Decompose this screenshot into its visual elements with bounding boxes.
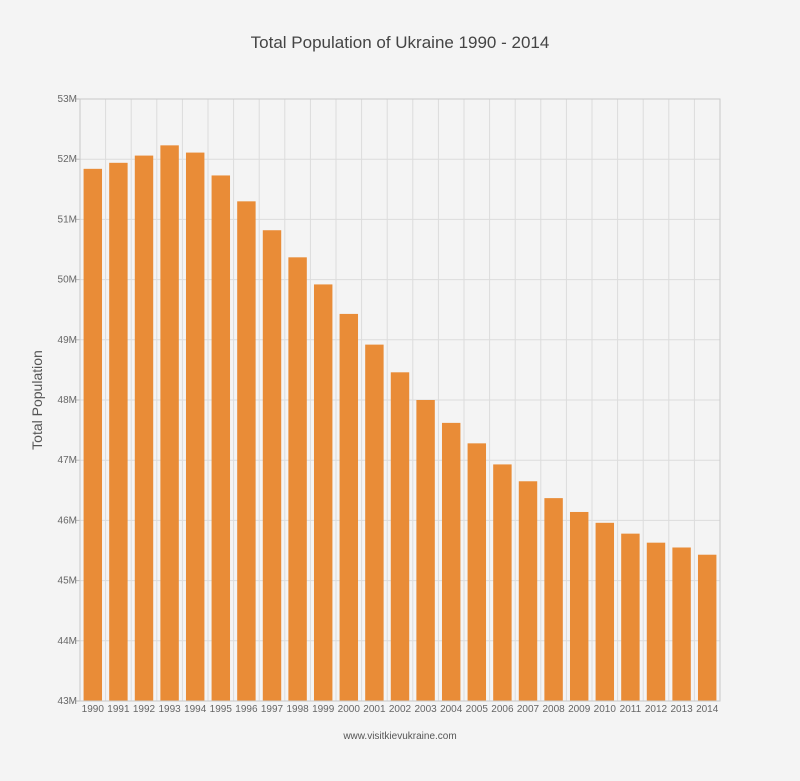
bar-2001 (365, 344, 384, 701)
y-tick-label: 48M (58, 395, 77, 406)
x-tick-label: 1999 (312, 704, 335, 715)
y-tick-labels: 43M 44M 45M 46M 47M 48M 49M 50M 51M 52M 53M (58, 94, 77, 707)
bar-1996 (237, 201, 256, 701)
x-tick-label: 2004 (440, 704, 463, 715)
x-tick-label: 2001 (363, 704, 386, 715)
x-tick-label: 2002 (389, 704, 412, 715)
bar-2004 (441, 422, 461, 701)
x-tick-label: 1990 (82, 704, 105, 715)
y-tick-label: 44M (58, 636, 77, 647)
bar-1994 (185, 152, 205, 701)
x-tick-label: 2008 (542, 704, 565, 715)
y-axis-label: Total Population (29, 350, 45, 450)
bar-1995 (211, 175, 231, 702)
y-tick-label: 50M (58, 275, 77, 286)
plot-frame (79, 98, 721, 702)
source-credit: www.visitkievukraine.com (343, 731, 457, 742)
bar-2007 (518, 481, 538, 701)
y-tick-label: 45M (58, 576, 77, 587)
x-tick-label: 2010 (594, 704, 617, 715)
x-tick-label: 2011 (620, 704, 642, 715)
bars (83, 145, 717, 702)
bar-2003 (416, 400, 435, 701)
bar-1998 (288, 257, 307, 701)
x-tick-label: 1998 (286, 704, 309, 715)
x-tick-label: 2003 (414, 704, 437, 715)
x-tick-label: 1994 (184, 704, 207, 715)
bar-1992 (134, 155, 154, 701)
y-tick-label: 43M (58, 696, 77, 707)
x-tick-label: 1996 (235, 704, 258, 715)
x-tick-label: 1992 (133, 704, 156, 715)
x-tick-label: 2000 (338, 704, 361, 715)
bar-2013 (672, 547, 691, 701)
bar-2011 (621, 533, 640, 701)
bar-1993 (160, 145, 179, 701)
bar-1997 (262, 230, 282, 701)
bar-2014 (697, 554, 717, 701)
x-tick-label: 2007 (517, 704, 540, 715)
y-tick-label: 51M (58, 214, 77, 225)
y-tick-label: 52M (58, 154, 77, 165)
x-tick-label: 2005 (466, 704, 489, 715)
x-tick-label: 2013 (670, 704, 693, 715)
bar-2010 (595, 522, 615, 701)
bar-2008 (544, 498, 563, 701)
bar-1990 (83, 168, 103, 701)
bar-1999 (313, 284, 333, 701)
y-tick-label: 46M (58, 515, 77, 526)
bar-1991 (109, 162, 128, 701)
x-tick-label: 1991 (107, 704, 130, 715)
x-tick-label: 2009 (568, 704, 591, 715)
bar-2006 (493, 464, 512, 701)
y-tick-label: 47M (58, 455, 77, 466)
chart-title: Total Population of Ukraine 1990 - 2014 (250, 33, 550, 52)
bar-2012 (646, 542, 666, 701)
bar-2005 (467, 443, 487, 701)
x-tick-label: 1997 (261, 704, 284, 715)
bar-2000 (339, 313, 359, 701)
x-tick-labels: 1990 1991 1992 1993 1994 1995 1996 1997 1998 1999… (82, 704, 719, 715)
axes (76, 98, 721, 702)
x-tick-label: 1995 (210, 704, 233, 715)
x-tick-label: 2014 (696, 704, 719, 715)
x-tick-label: 2006 (491, 704, 514, 715)
y-tick-label: 49M (58, 335, 77, 346)
y-tick-label: 53M (58, 94, 77, 105)
bar-2009 (569, 511, 589, 701)
x-tick-label: 2012 (645, 704, 668, 715)
bar-2002 (390, 372, 410, 701)
x-tick-label: 1993 (158, 704, 181, 715)
